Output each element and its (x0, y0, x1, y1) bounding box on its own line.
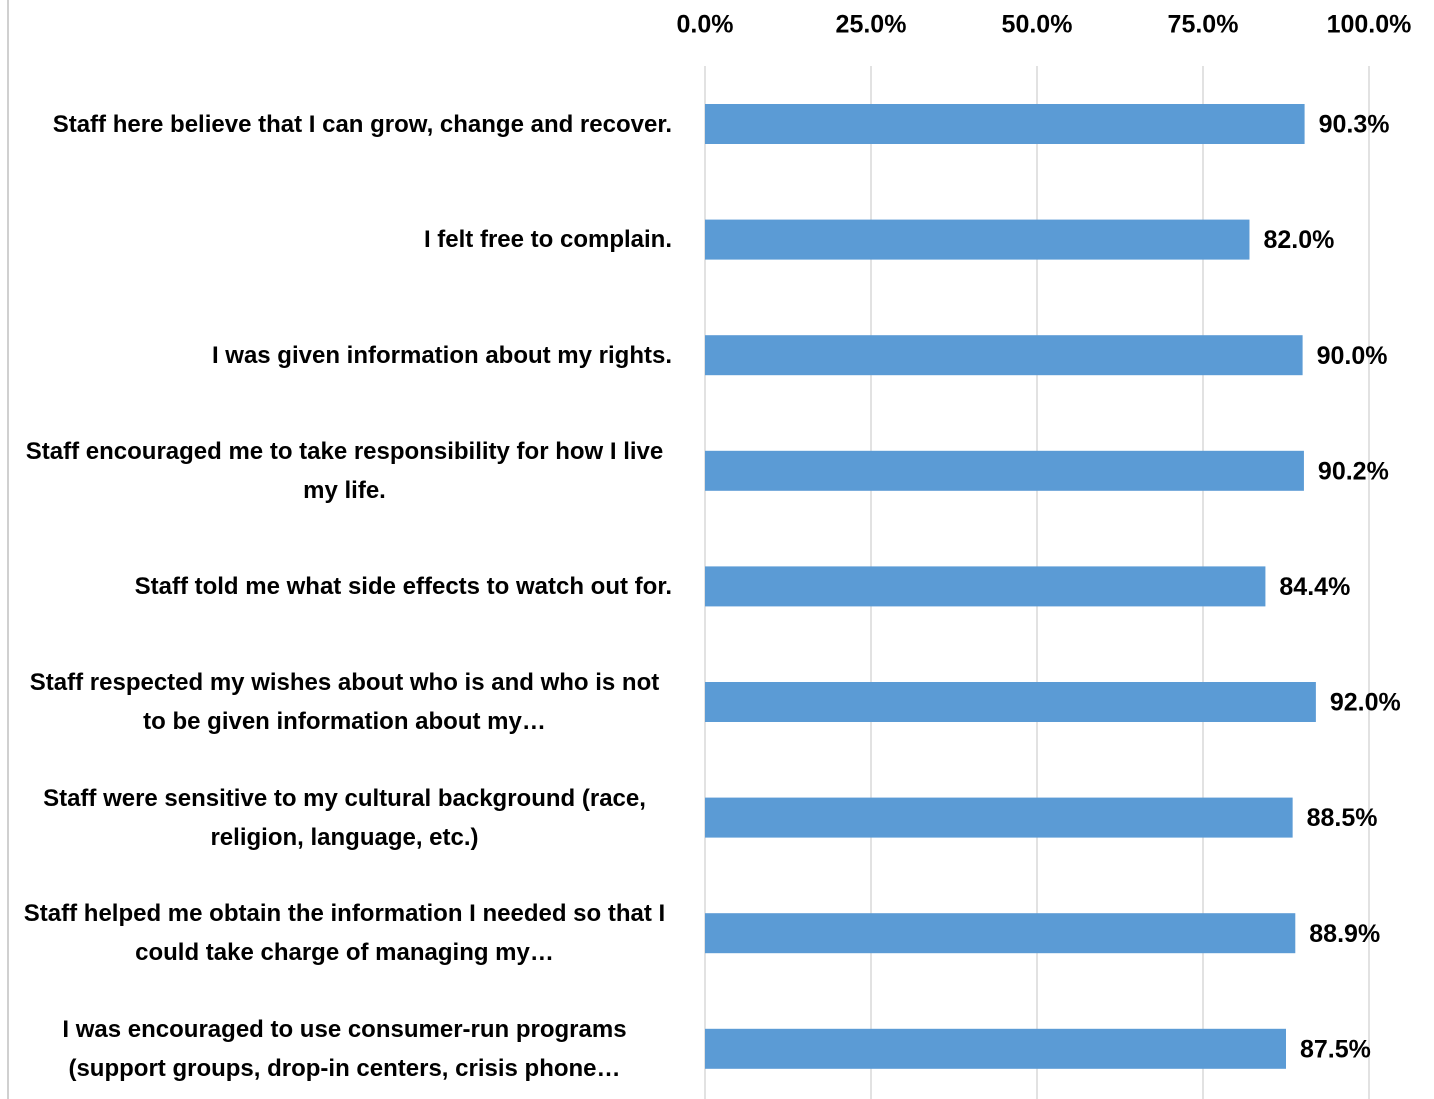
y-tick-label: Staff respected my wishes about who is a… (29, 669, 660, 735)
data-label: 90.2% (1318, 457, 1389, 485)
bar (705, 104, 1305, 144)
category-label-box: Staff were sensitive to my cultural back… (12, 768, 672, 868)
bar (705, 450, 1304, 491)
x-tick-label: 100.0% (1327, 11, 1412, 39)
bar (705, 335, 1303, 376)
data-label: 90.3% (1319, 111, 1390, 139)
y-tick-label: Staff here believe that I can grow, chan… (52, 110, 672, 138)
category-label-box: I felt free to complain. (12, 190, 672, 290)
y-tick-label: Staff helped me obtain the information I… (23, 900, 666, 967)
y-tick-label: I felt free to complain. (423, 226, 672, 254)
bar (705, 913, 1296, 954)
y-tick-label: Staff told me what side effects to watch… (134, 572, 672, 600)
x-tick-label: 25.0% (836, 11, 907, 39)
bar (705, 219, 1250, 260)
y-tick-label: I was encouraged to use consumer-run pro… (62, 1015, 627, 1082)
category-label-box: I was given information about my rights. (12, 305, 672, 405)
y-tick-label: I was given information about my rights. (211, 341, 672, 369)
bar (705, 797, 1293, 838)
category-label-box: Staff encouraged me to take responsibili… (12, 421, 672, 521)
data-label: 88.5% (1307, 804, 1378, 832)
category-label-box: Staff respected my wishes about who is a… (12, 652, 672, 752)
data-label: 90.0% (1317, 342, 1388, 370)
category-label-box: Staff here believe that I can grow, chan… (12, 74, 672, 174)
data-label: 87.5% (1300, 1035, 1371, 1063)
x-tick-label: 0.0% (677, 11, 734, 39)
data-label: 82.0% (1263, 226, 1334, 254)
category-label-box: Staff helped me obtain the information I… (12, 883, 672, 983)
bar (705, 1028, 1286, 1069)
data-label: 92.0% (1330, 689, 1401, 717)
bar (705, 682, 1316, 722)
x-tick-label: 75.0% (1168, 11, 1239, 39)
y-tick-label: Staff encouraged me to take responsibili… (25, 437, 664, 504)
category-label-box: I was encouraged to use consumer-run pro… (12, 999, 672, 1099)
data-label: 84.4% (1279, 573, 1350, 601)
category-label-box: Staff told me what side effects to watch… (12, 536, 672, 636)
data-label: 88.9% (1309, 920, 1380, 948)
bar (705, 566, 1266, 607)
x-tick-label: 50.0% (1002, 11, 1073, 39)
y-tick-label: Staff were sensitive to my cultural back… (43, 784, 646, 851)
